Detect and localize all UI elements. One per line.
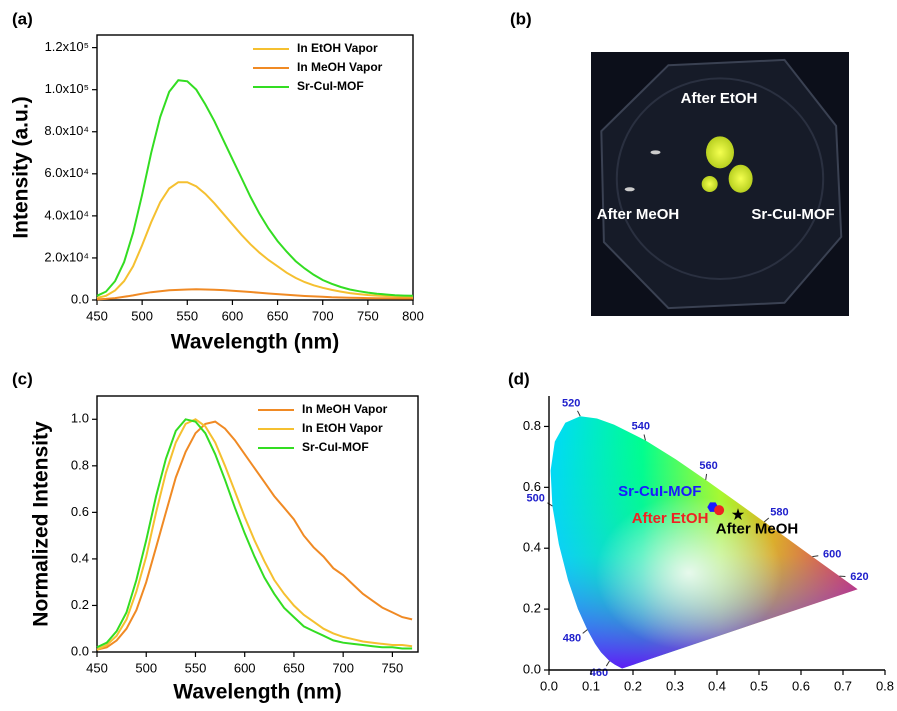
x-tick-label: 0.6 xyxy=(792,678,810,693)
locus-tick xyxy=(812,555,819,558)
y-tick-label: 0.8 xyxy=(523,418,541,433)
locus-tick xyxy=(705,473,708,480)
x-tick-label: 600 xyxy=(234,660,256,675)
locus-tick xyxy=(605,660,610,667)
cie-diagram xyxy=(550,416,858,669)
x-tick-label: 0.5 xyxy=(750,678,768,693)
legend-label: In EtOH Vapor xyxy=(297,41,378,55)
x-tick-label: 600 xyxy=(222,308,244,323)
x-tick-label: 650 xyxy=(267,308,289,323)
y-axis-title: Normalized Intensity xyxy=(30,421,53,627)
x-tick-label: 0.0 xyxy=(540,678,558,693)
x-tick-label: 700 xyxy=(332,660,354,675)
panel-label: (a) xyxy=(12,9,33,28)
y-tick-label: 6.0x10⁴ xyxy=(44,165,89,180)
x-tick-label: 650 xyxy=(283,660,305,675)
locus-tick xyxy=(547,502,553,507)
x-tick-label: 450 xyxy=(86,308,108,323)
x-tick-label: 750 xyxy=(357,308,379,323)
legend-label: Sr-CuI-MOF xyxy=(302,440,369,454)
plot-frame xyxy=(96,34,414,301)
plot-frame xyxy=(96,395,419,653)
y-tick-label: 1.0x10⁵ xyxy=(45,81,89,96)
locus-label: 580 xyxy=(770,507,788,519)
legend-label: Sr-CuI-MOF xyxy=(297,79,364,93)
y-tick-label: 4.0x10⁴ xyxy=(44,207,89,222)
y-tick-label: 0.2 xyxy=(523,601,541,616)
locus-label: 480 xyxy=(563,632,581,644)
sample xyxy=(701,176,718,192)
locus-tick xyxy=(582,629,588,634)
x-tick-label: 500 xyxy=(135,660,157,675)
x-tick-label: 550 xyxy=(176,308,198,323)
x-tick-label: 500 xyxy=(131,308,153,323)
point-label: Sr-CuI-MOF xyxy=(618,483,701,500)
x-tick-label: 800 xyxy=(402,308,424,323)
x-tick-label: 750 xyxy=(382,660,404,675)
x-tick-label: 550 xyxy=(185,660,207,675)
x-tick-label: 0.7 xyxy=(834,678,852,693)
y-tick-label: 0.2 xyxy=(71,597,89,612)
panel-label: (c) xyxy=(12,369,33,388)
series-line xyxy=(96,181,414,299)
sample xyxy=(728,164,753,193)
point xyxy=(714,505,725,516)
x-tick-label: 700 xyxy=(312,308,334,323)
series-line xyxy=(96,418,413,650)
y-tick-label: 1.2x10⁵ xyxy=(45,39,89,54)
dish-inner xyxy=(615,77,825,281)
y-tick-label: 0.4 xyxy=(523,540,541,555)
point xyxy=(731,508,745,520)
y-tick-label: 0.0 xyxy=(71,643,89,658)
legend-label: In EtOH Vapor xyxy=(302,421,383,435)
reflection xyxy=(624,187,635,192)
y-axis-title: Intensity (a.u.) xyxy=(10,96,33,238)
locus-label: 620 xyxy=(850,571,868,583)
cie-fill xyxy=(550,416,858,669)
locus-label: 540 xyxy=(632,421,650,433)
locus-label: 600 xyxy=(823,549,841,561)
x-tick-label: 0.8 xyxy=(876,678,894,693)
y-tick-label: 0.4 xyxy=(71,550,89,565)
y-tick-label: 8.0x10⁴ xyxy=(44,123,89,138)
photo-label: After MeOH xyxy=(597,206,680,223)
y-tick-label: 1.0 xyxy=(71,411,89,426)
x-tick-label: 0.4 xyxy=(708,678,726,693)
legend-label: In MeOH Vapor xyxy=(302,402,388,416)
locus-label: 500 xyxy=(526,492,544,504)
y-tick-label: 0.0 xyxy=(71,291,89,306)
x-tick-label: 0.3 xyxy=(666,678,684,693)
x-axis-title: Wavelength (nm) xyxy=(173,681,341,704)
x-tick-label: 0.2 xyxy=(624,678,642,693)
y-tick-label: 0.6 xyxy=(523,479,541,494)
series-line xyxy=(96,418,413,651)
sample xyxy=(706,136,734,169)
locus-tick xyxy=(577,410,581,417)
reflection xyxy=(650,150,661,155)
photo-label: After EtOH xyxy=(681,90,758,107)
point-label: After EtOH xyxy=(632,510,709,527)
x-tick-label: 0.1 xyxy=(582,678,600,693)
series-line xyxy=(96,288,413,301)
locus-tick xyxy=(643,434,646,441)
panel-label: (b) xyxy=(510,9,532,28)
y-tick-label: 0.8 xyxy=(71,457,89,472)
y-tick-label: 0.0 xyxy=(523,661,541,676)
panel-label: (d) xyxy=(508,369,530,388)
x-tick-label: 450 xyxy=(86,660,108,675)
locus-label: 460 xyxy=(590,667,608,679)
legend-label: In MeOH Vapor xyxy=(297,60,383,74)
locus-label: 520 xyxy=(562,398,580,410)
point-label: After MeOH xyxy=(716,521,799,538)
locus-tick xyxy=(763,517,770,523)
x-axis-title: Wavelength (nm) xyxy=(171,331,339,354)
y-tick-label: 2.0x10⁴ xyxy=(44,249,89,264)
series-line xyxy=(96,420,413,651)
series-line xyxy=(96,79,414,297)
y-tick-label: 0.6 xyxy=(71,504,89,519)
photo-label: Sr-CuI-MOF xyxy=(751,206,834,223)
locus-label: 560 xyxy=(699,460,717,472)
dish xyxy=(600,58,843,310)
